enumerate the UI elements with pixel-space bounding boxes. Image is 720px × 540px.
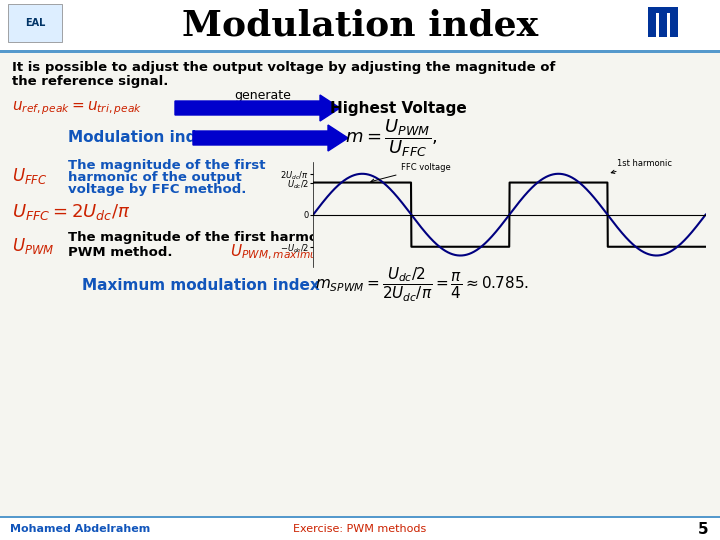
Text: FFC voltage: FFC voltage [371, 163, 451, 183]
Bar [648, 7, 678, 13]
Text: $U_{FFC} = 2U_{dc}/\pi$: $U_{FFC} = 2U_{dc}/\pi$ [12, 202, 130, 222]
Text: voltage by FFC method.: voltage by FFC method. [68, 184, 246, 197]
Text: Modulation index: Modulation index [182, 9, 538, 43]
Bar [8, 4, 62, 42]
Text: 5: 5 [698, 522, 708, 537]
Bar [659, 9, 667, 37]
Text: The magnitude of the first harmonic of the output voltage by: The magnitude of the first harmonic of t… [68, 232, 528, 245]
Text: $U_{PWM}$: $U_{PWM}$ [12, 236, 55, 256]
Bar [648, 9, 656, 37]
Text: It is possible to adjust the output voltage by adjusting the magnitude of: It is possible to adjust the output volt… [12, 62, 555, 75]
FancyArrow shape [193, 125, 348, 151]
Text: $u_{ref,peak} = u_{tri,peak}$: $u_{ref,peak} = u_{tri,peak}$ [12, 99, 142, 117]
Text: Exercise: PWM methods: Exercise: PWM methods [293, 524, 427, 534]
Text: Highest Voltage: Highest Voltage [330, 100, 467, 116]
Text: the reference signal.: the reference signal. [12, 76, 168, 89]
Text: $m_{SPWM} = \dfrac{U_{dc}/2}{2U_{dc}/\pi} = \dfrac{\pi}{4} \approx 0.785.$: $m_{SPWM} = \dfrac{U_{dc}/2}{2U_{dc}/\pi… [315, 266, 529, 304]
Bar [670, 9, 678, 37]
Text: $U_{PWM,maximum} = U_{dc}/2$: $U_{PWM,maximum} = U_{dc}/2$ [230, 242, 384, 262]
Bar [0, 516, 720, 518]
Text: EAL: EAL [24, 18, 45, 28]
Bar [0, 0, 720, 50]
Bar [0, 50, 720, 53]
Text: $m = \dfrac{U_{PWM}}{U_{FFC}},$: $m = \dfrac{U_{PWM}}{U_{FFC}},$ [345, 117, 438, 159]
Text: harmonic of the output: harmonic of the output [68, 172, 242, 185]
Text: $U_{FFC}$: $U_{FFC}$ [12, 166, 48, 186]
Text: Modulation index: Modulation index [68, 131, 217, 145]
Bar [0, 518, 720, 540]
Text: Maximum modulation index: Maximum modulation index [82, 278, 320, 293]
FancyArrow shape [175, 95, 340, 121]
Text: 1st harmonic: 1st harmonic [611, 159, 672, 173]
Text: PWM method.: PWM method. [68, 246, 173, 259]
Text: generate: generate [235, 89, 292, 102]
Text: Mohamed Abdelrahem: Mohamed Abdelrahem [10, 524, 150, 534]
Text: The magnitude of the first: The magnitude of the first [68, 159, 266, 172]
